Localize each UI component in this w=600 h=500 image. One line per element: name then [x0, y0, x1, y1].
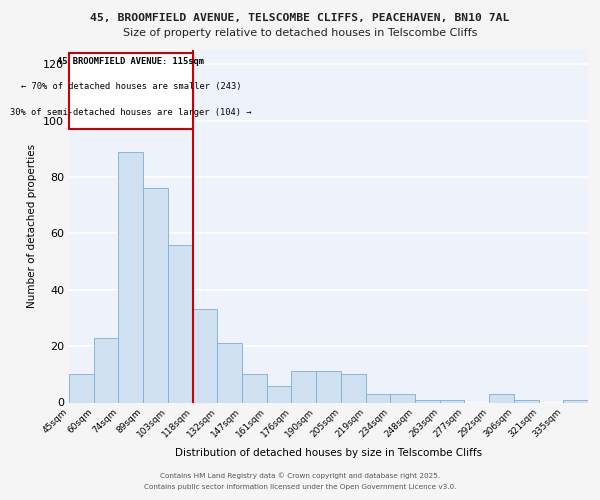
Y-axis label: Number of detached properties: Number of detached properties	[28, 144, 37, 308]
Text: Contains HM Land Registry data © Crown copyright and database right 2025.: Contains HM Land Registry data © Crown c…	[160, 472, 440, 479]
Bar	[489, 394, 514, 402]
Bar	[316, 372, 341, 402]
Text: ← 70% of detached houses are smaller (243): ← 70% of detached houses are smaller (24…	[20, 82, 241, 92]
Text: Size of property relative to detached houses in Telscombe Cliffs: Size of property relative to detached ho…	[123, 28, 477, 38]
Bar	[390, 394, 415, 402]
Bar	[292, 372, 316, 402]
Bar	[365, 394, 390, 402]
Bar	[267, 386, 292, 402]
Bar	[440, 400, 464, 402]
Bar	[415, 400, 440, 402]
FancyBboxPatch shape	[69, 53, 193, 129]
Bar	[168, 244, 193, 402]
Bar	[94, 338, 118, 402]
Bar	[193, 310, 217, 402]
Text: Contains public sector information licensed under the Open Government Licence v3: Contains public sector information licen…	[144, 484, 456, 490]
Text: 30% of semi-detached houses are larger (104) →: 30% of semi-detached houses are larger (…	[10, 108, 251, 117]
Bar	[563, 400, 588, 402]
Text: 45 BROOMFIELD AVENUE: 115sqm: 45 BROOMFIELD AVENUE: 115sqm	[57, 57, 204, 66]
Bar	[242, 374, 267, 402]
Bar	[341, 374, 365, 402]
Bar	[143, 188, 168, 402]
Bar	[217, 344, 242, 402]
Bar	[514, 400, 539, 402]
Bar	[69, 374, 94, 402]
X-axis label: Distribution of detached houses by size in Telscombe Cliffs: Distribution of detached houses by size …	[175, 448, 482, 458]
Text: 45, BROOMFIELD AVENUE, TELSCOMBE CLIFFS, PEACEHAVEN, BN10 7AL: 45, BROOMFIELD AVENUE, TELSCOMBE CLIFFS,…	[91, 12, 509, 22]
Bar	[118, 152, 143, 402]
